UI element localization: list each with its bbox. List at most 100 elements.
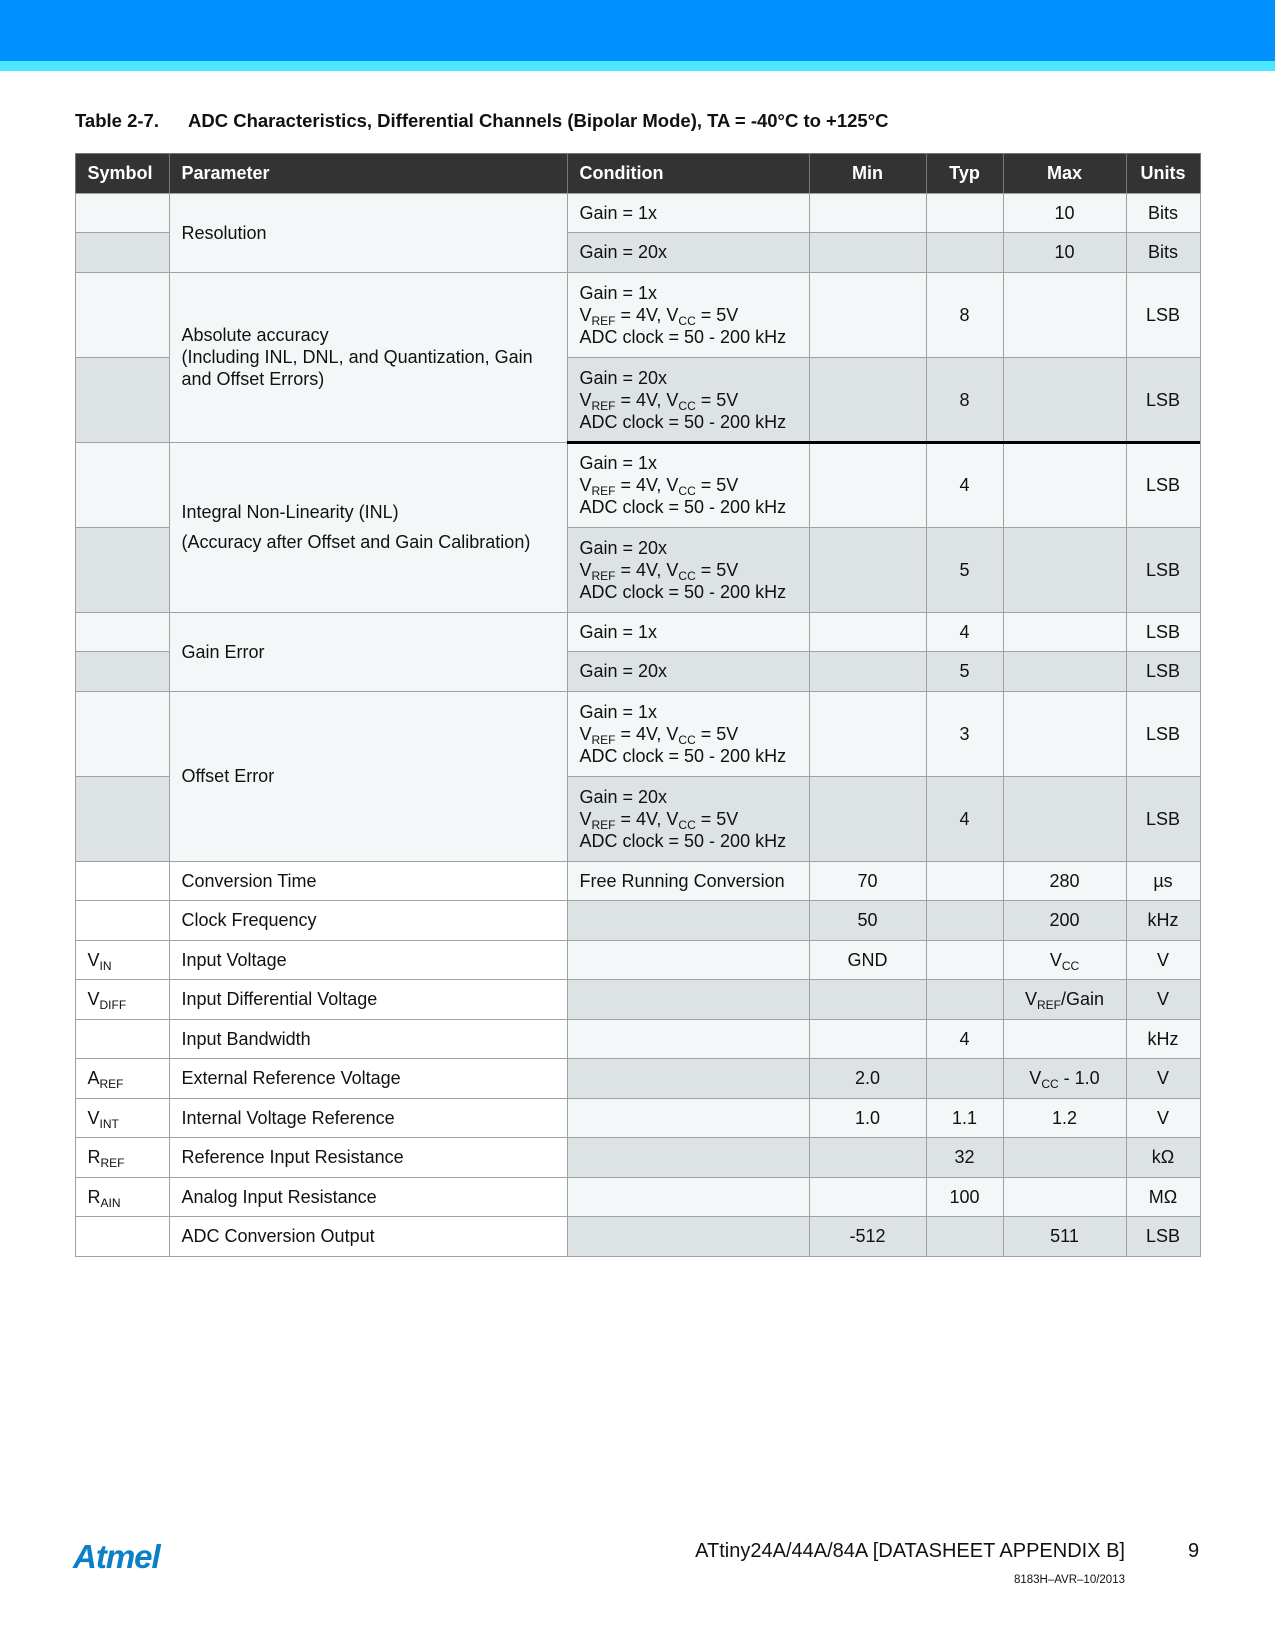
condition-cell: [566, 1058, 810, 1099]
column-header-label: Condition: [579, 163, 664, 183]
parameter-cell: Integral Non-Linearity (INL) (Accuracy af…: [168, 441, 568, 613]
condition-text: Gain = 1x: [579, 452, 658, 473]
units-cell: V: [1125, 1097, 1201, 1138]
max-cell: [1002, 651, 1127, 692]
max-cell: [1002, 1176, 1127, 1217]
condition-text: VREF = 4V, VCC = 5V: [579, 808, 739, 832]
max-value: 200: [1049, 910, 1080, 931]
condition-text: Gain = 1x: [579, 282, 658, 303]
typ-cell: 8: [925, 271, 1004, 358]
min-cell: [808, 271, 927, 358]
units-value: Bits: [1147, 242, 1178, 263]
typ-cell: 1.1: [925, 1097, 1004, 1138]
parameter-cell: Resolution: [168, 192, 568, 273]
parameter-cell: Absolute accuracy (Including INL, DNL, an…: [168, 271, 568, 443]
parameter-text: Integral Non-Linearity (INL): [181, 502, 399, 522]
typ-value: 100: [949, 1186, 980, 1207]
parameter-cell: Input Voltage: [168, 939, 568, 980]
typ-value: 5: [959, 559, 970, 580]
min-value: 1.0: [854, 1107, 881, 1128]
condition-cell: Gain = 20x VREF = 4V, VCC = 5V ADC clock =…: [566, 775, 810, 862]
condition-cell: Gain = 20x: [566, 232, 810, 273]
parameter-text: Input Differential Voltage: [181, 989, 378, 1010]
symbol-cell: [74, 775, 170, 862]
typ-value: 4: [959, 808, 970, 829]
units-cell: kHz: [1125, 900, 1201, 941]
condition-cell: [566, 1176, 810, 1217]
column-header-label: Min: [852, 163, 883, 183]
condition-cell: Gain = 1x: [566, 611, 810, 652]
symbol-cell: [74, 1018, 170, 1059]
condition-cell: [566, 1216, 810, 1257]
symbol-text: RAIN: [87, 1186, 121, 1210]
units-value: V: [1156, 1068, 1169, 1089]
units-cell: LSB: [1125, 526, 1201, 613]
units-value: LSB: [1145, 474, 1181, 495]
units-value: LSB: [1145, 304, 1181, 325]
condition-text: ADC clock = 50 - 200 kHz: [579, 326, 787, 347]
parameter-text: Analog Input Resistance: [181, 1186, 377, 1207]
max-cell: [1002, 1018, 1127, 1059]
units-cell: LSB: [1125, 690, 1201, 777]
parameter-text: ADC Conversion Output: [181, 1226, 375, 1247]
max-cell: 280: [1002, 860, 1127, 901]
condition-cell: Gain = 1x: [566, 192, 810, 233]
condition-cell: [566, 1097, 810, 1138]
condition-cell: [566, 979, 810, 1020]
condition-cell: [566, 1137, 810, 1178]
column-header-min: Min: [808, 152, 927, 194]
units-value: V: [1156, 989, 1169, 1010]
max-cell: [1002, 526, 1127, 613]
parameter-text: External Reference Voltage: [181, 1068, 401, 1089]
symbol-cell: [74, 271, 170, 358]
symbol-cell: [74, 192, 170, 233]
condition-text: Gain = 20x: [579, 242, 668, 263]
typ-cell: [925, 939, 1004, 980]
typ-value: 3: [959, 723, 970, 744]
min-cell: GND: [808, 939, 927, 980]
condition-text: Gain = 20x: [579, 537, 668, 558]
max-value: 511: [1050, 1226, 1079, 1247]
typ-cell: 100: [925, 1176, 1004, 1217]
condition-text: ADC clock = 50 - 200 kHz: [579, 496, 787, 517]
symbol-cell: [74, 232, 170, 273]
condition-cell: [566, 900, 810, 941]
column-header-label: Max: [1046, 163, 1082, 183]
typ-cell: 3: [925, 690, 1004, 777]
symbol-cell: [74, 860, 170, 901]
parameter-text: Absolute accuracy: [181, 325, 329, 345]
units-cell: kΩ: [1125, 1137, 1201, 1178]
condition-text: Gain = 20x: [579, 786, 668, 807]
typ-value: 32: [954, 1147, 975, 1168]
parameter-text: Input Voltage: [181, 949, 287, 970]
max-value: VCC - 1.0: [1029, 1068, 1100, 1092]
parameter-text: Resolution: [181, 222, 267, 243]
min-value: 70: [857, 870, 878, 891]
max-cell: [1002, 1137, 1127, 1178]
parameter-text: Offset Error: [181, 766, 275, 786]
parameter-text: Conversion Time: [181, 870, 317, 891]
parameter-cell: Offset Error: [168, 690, 568, 862]
parameter-cell: Reference Input Resistance: [168, 1137, 568, 1178]
typ-cell: [925, 1058, 1004, 1099]
condition-cell: Gain = 1x VREF = 4V, VCC = 5V ADC clock = …: [566, 441, 810, 528]
typ-cell: 5: [925, 526, 1004, 613]
parameter-cell: External Reference Voltage: [168, 1058, 568, 1099]
column-header-label: Typ: [949, 163, 980, 183]
typ-value: 8: [959, 304, 970, 325]
parameter-text: (Including INL, DNL, and Quantization, G…: [181, 347, 533, 367]
typ-value: 1.1: [951, 1107, 978, 1128]
column-header-label: Symbol: [87, 163, 153, 183]
symbol-cell: [74, 611, 170, 652]
min-cell: [808, 1176, 927, 1217]
max-cell: [1002, 690, 1127, 777]
units-cell: Bits: [1125, 192, 1201, 233]
min-cell: [808, 775, 927, 862]
min-cell: 2.0: [808, 1058, 927, 1099]
column-header-symbol: Symbol: [74, 152, 170, 194]
condition-text: ADC clock = 50 - 200 kHz: [579, 411, 787, 432]
min-cell: 1.0: [808, 1097, 927, 1138]
column-header-condition: Condition: [566, 152, 810, 194]
max-cell: [1002, 441, 1127, 528]
table-title: ADC Characteristics, Differential Channe…: [188, 110, 889, 131]
